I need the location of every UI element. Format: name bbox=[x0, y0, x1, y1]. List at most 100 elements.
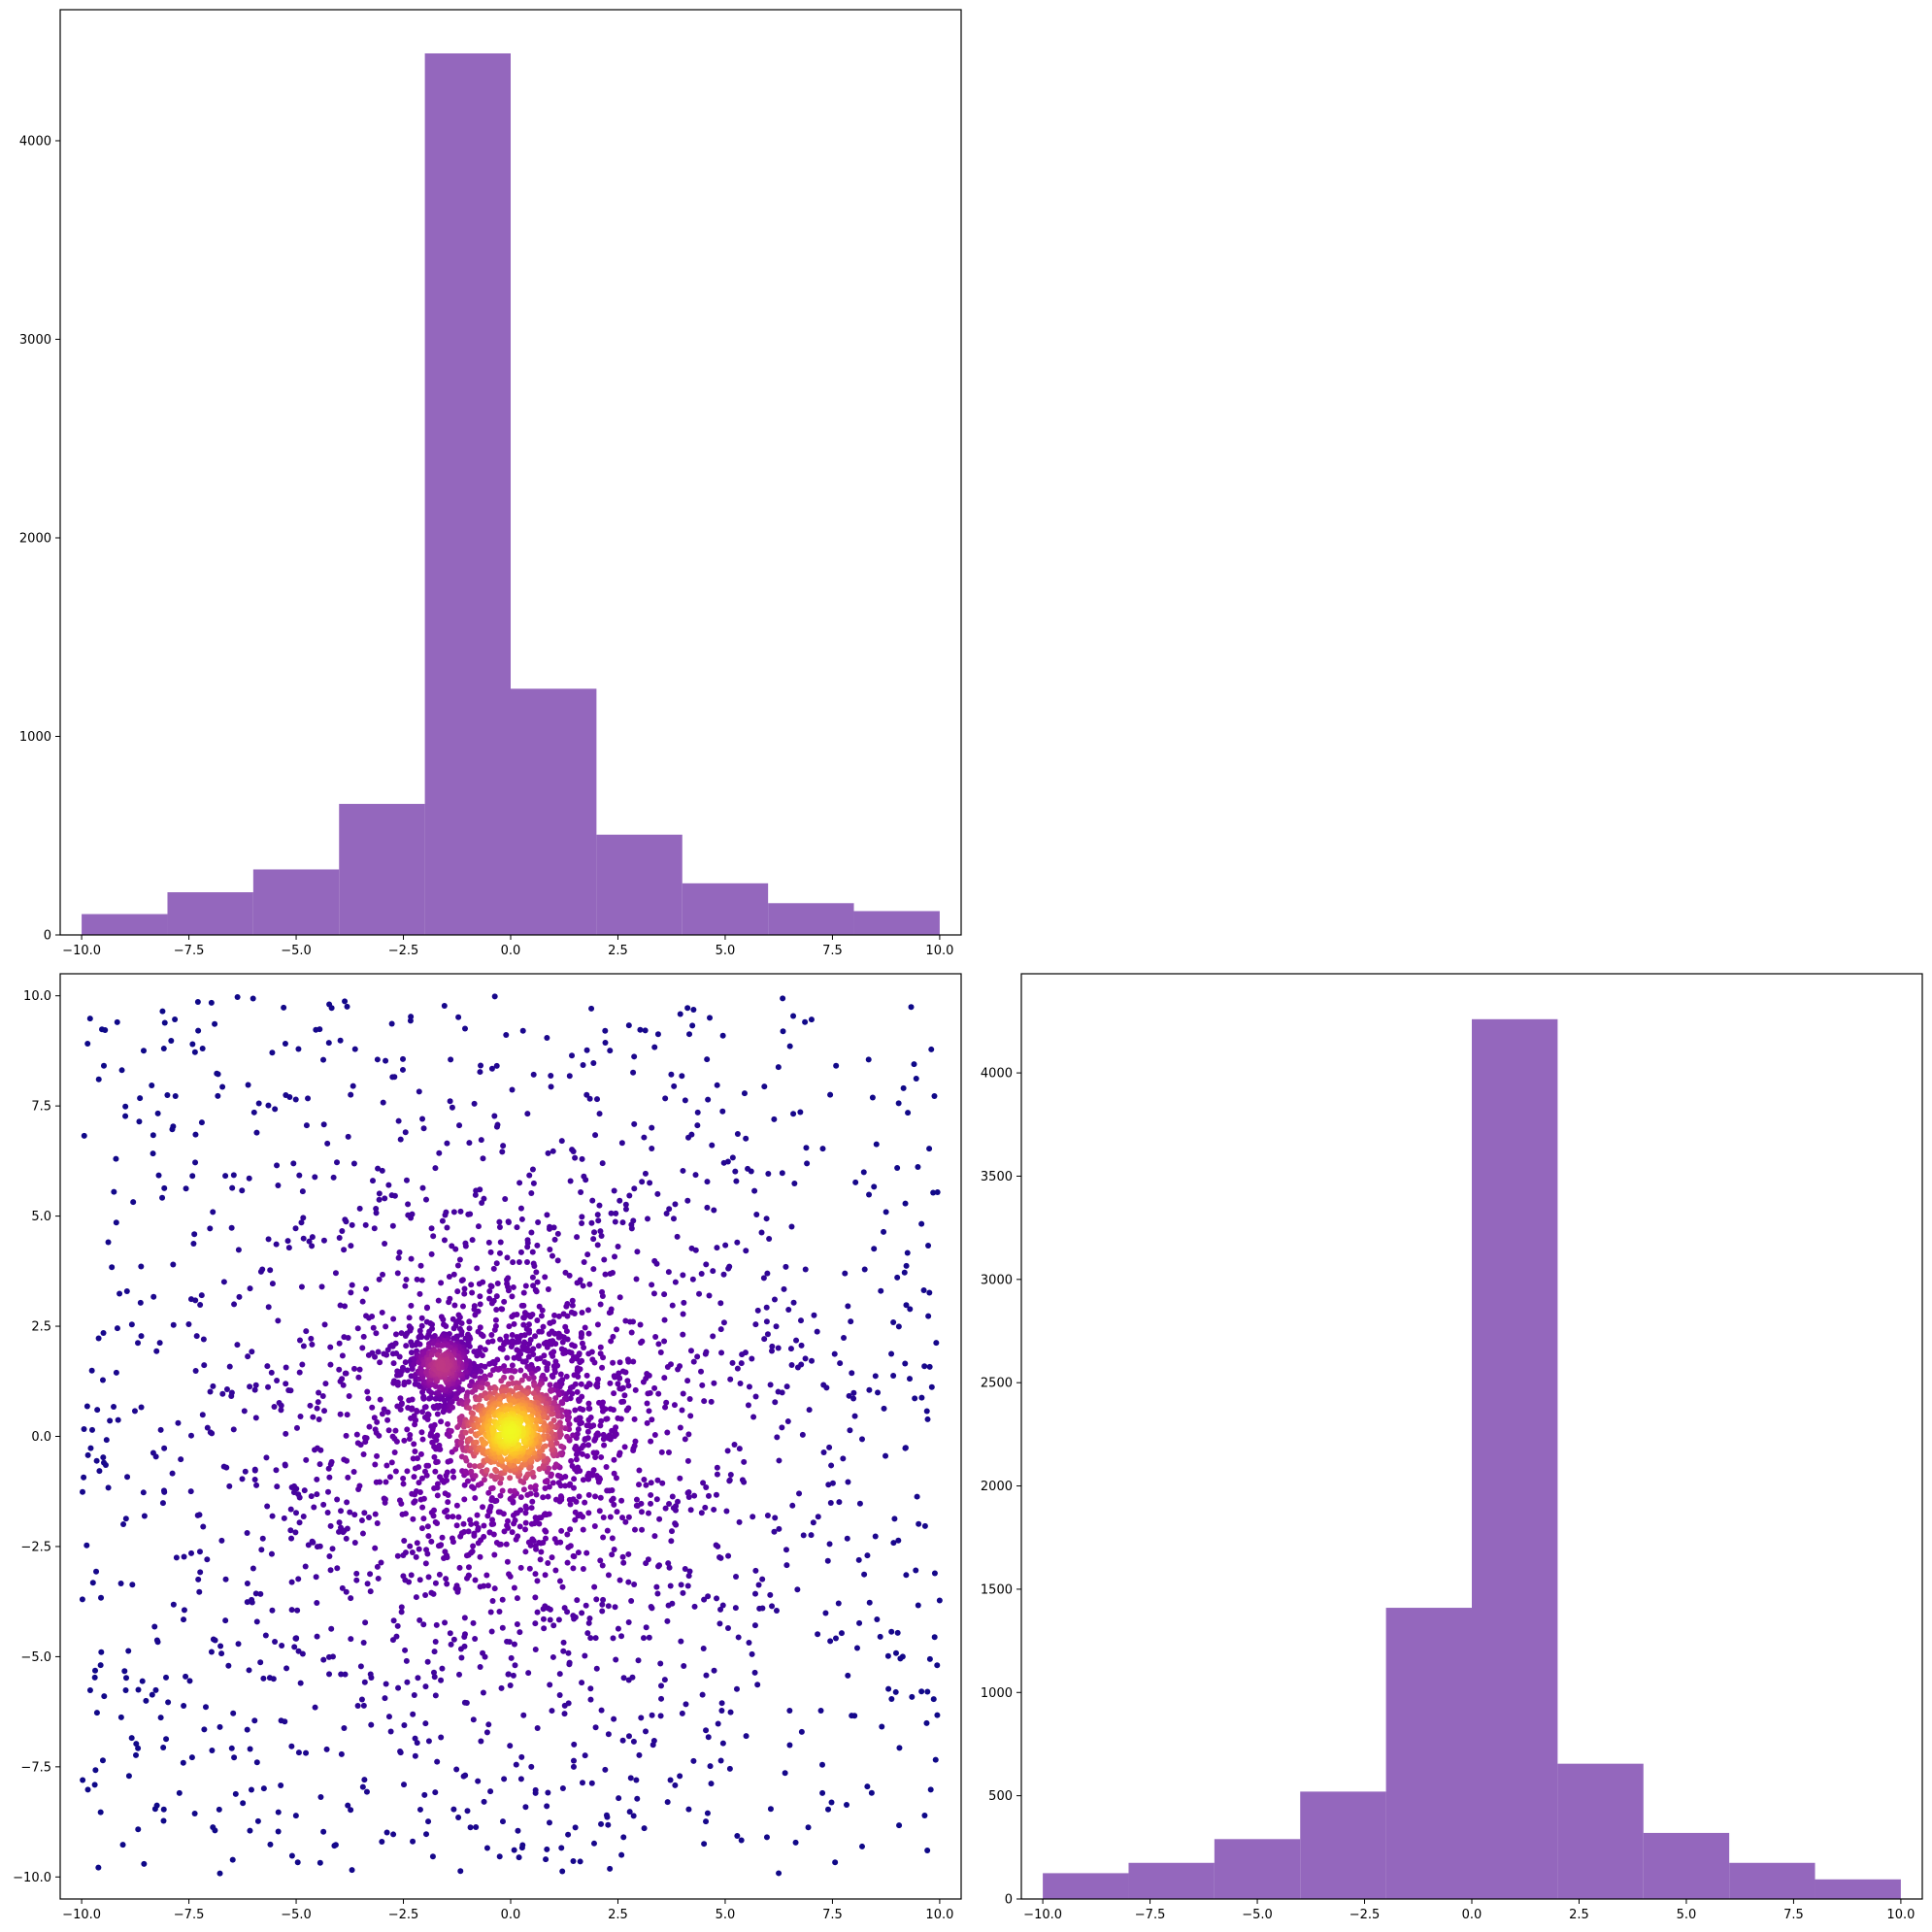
scatter-xtick-label: 10.0 bbox=[925, 1908, 953, 1922]
scatter-point bbox=[756, 1605, 763, 1612]
scatter-point bbox=[650, 1290, 657, 1297]
scatter-point bbox=[473, 1520, 480, 1527]
scatter-point bbox=[542, 1484, 549, 1491]
scatter-point bbox=[338, 1750, 345, 1757]
scatter-point bbox=[579, 1220, 585, 1227]
scatter-point bbox=[689, 1022, 696, 1029]
scatter-point bbox=[169, 1470, 176, 1477]
scatter-point bbox=[475, 1223, 482, 1230]
scatter-point bbox=[593, 1382, 600, 1388]
scatter-point bbox=[845, 1303, 851, 1310]
scatter-point bbox=[566, 1659, 573, 1666]
scatter-point bbox=[469, 1483, 476, 1490]
scatter-point bbox=[326, 1553, 333, 1560]
scatter-point bbox=[578, 1188, 584, 1195]
scatter-point bbox=[403, 1276, 410, 1282]
scatter-point bbox=[100, 1062, 107, 1069]
scatter-point bbox=[239, 1187, 246, 1194]
scatter-point bbox=[257, 1590, 264, 1597]
scatter-point bbox=[792, 1839, 799, 1846]
scatter-point bbox=[602, 1271, 609, 1278]
scatter-point bbox=[150, 1132, 156, 1139]
scatter-point bbox=[228, 1745, 235, 1751]
scatter-point bbox=[596, 1508, 603, 1515]
scatter-point bbox=[258, 1547, 265, 1553]
scatter-point bbox=[349, 1282, 355, 1288]
scatter-point bbox=[534, 1316, 541, 1323]
scatter-point bbox=[654, 1590, 661, 1597]
scatter-point bbox=[763, 1304, 770, 1311]
scatter-point bbox=[486, 1360, 493, 1367]
scatter-point bbox=[827, 1091, 834, 1098]
scatter-point bbox=[593, 1472, 600, 1479]
scatter-point bbox=[471, 1530, 478, 1537]
scatter-point bbox=[819, 1761, 826, 1768]
scatter-point bbox=[392, 1427, 399, 1434]
scatter-point bbox=[590, 1266, 597, 1273]
scatter-point bbox=[337, 1411, 344, 1417]
scatter-point bbox=[685, 1806, 692, 1813]
scatter-point bbox=[223, 1385, 230, 1392]
scatter-point bbox=[343, 1535, 350, 1542]
scatter-point bbox=[540, 1323, 547, 1330]
scatter-point bbox=[269, 1281, 276, 1287]
scatter-point bbox=[451, 1302, 458, 1309]
scatter-point bbox=[541, 1625, 548, 1632]
scatter-point bbox=[478, 1368, 484, 1375]
scatter-point bbox=[88, 1426, 95, 1433]
scatter-point bbox=[509, 1086, 516, 1093]
scatter-point bbox=[628, 1597, 635, 1604]
scatter-point bbox=[363, 1788, 370, 1795]
scatter-point bbox=[571, 1476, 578, 1482]
scatter-point bbox=[634, 1249, 641, 1255]
scatter-point bbox=[209, 1430, 216, 1437]
scatter-xtick-label: −7.5 bbox=[174, 1908, 205, 1922]
scatter-point bbox=[702, 1350, 709, 1357]
scatter-point bbox=[316, 1416, 322, 1423]
scatter-point bbox=[449, 1535, 455, 1542]
scatter-point bbox=[450, 1806, 457, 1813]
scatter-point bbox=[135, 1745, 142, 1751]
scatter-point bbox=[382, 1496, 388, 1503]
scatter-point bbox=[253, 1129, 260, 1136]
scatter-point bbox=[790, 1299, 797, 1306]
scatter-point bbox=[442, 1212, 449, 1218]
scatter-point bbox=[154, 1110, 161, 1116]
scatter-point bbox=[534, 1724, 541, 1731]
scatter-point bbox=[406, 1315, 413, 1321]
scatter-point bbox=[342, 1303, 349, 1310]
scatter-point bbox=[401, 1782, 408, 1788]
scatter-point bbox=[578, 1381, 584, 1387]
scatter-point bbox=[694, 1109, 701, 1116]
scatter-point bbox=[459, 1434, 466, 1441]
scatter-point bbox=[475, 1524, 482, 1531]
scatter-point bbox=[646, 1634, 652, 1641]
scatter-point bbox=[133, 1741, 140, 1748]
scatter-point bbox=[600, 1436, 607, 1443]
scatter-point bbox=[186, 1678, 193, 1684]
scatter-point bbox=[590, 1840, 597, 1847]
scatter-point bbox=[424, 1416, 431, 1422]
scatter-point bbox=[526, 1329, 533, 1336]
scatter-point bbox=[733, 1574, 740, 1581]
scatter-point bbox=[572, 1154, 579, 1161]
scatter-point bbox=[416, 1464, 422, 1471]
scatter-point bbox=[714, 1245, 720, 1251]
hist-top-bar bbox=[167, 892, 253, 935]
scatter-point bbox=[583, 1602, 589, 1609]
scatter-point bbox=[517, 1776, 524, 1782]
scatter-point bbox=[550, 1148, 556, 1154]
scatter-point bbox=[493, 1293, 500, 1300]
scatter-point bbox=[118, 1067, 125, 1074]
scatter-point bbox=[250, 1109, 257, 1116]
scatter-point bbox=[431, 1421, 438, 1428]
scatter-point bbox=[157, 1715, 164, 1721]
scatter-point bbox=[881, 1405, 887, 1412]
scatter-point bbox=[888, 1350, 895, 1357]
scatter-point bbox=[837, 1360, 844, 1367]
scatter-point bbox=[657, 1713, 664, 1719]
scatter-point bbox=[320, 1828, 327, 1835]
scatter-point bbox=[564, 1433, 571, 1440]
scatter-point bbox=[483, 1467, 490, 1474]
scatter-point bbox=[532, 1333, 539, 1340]
